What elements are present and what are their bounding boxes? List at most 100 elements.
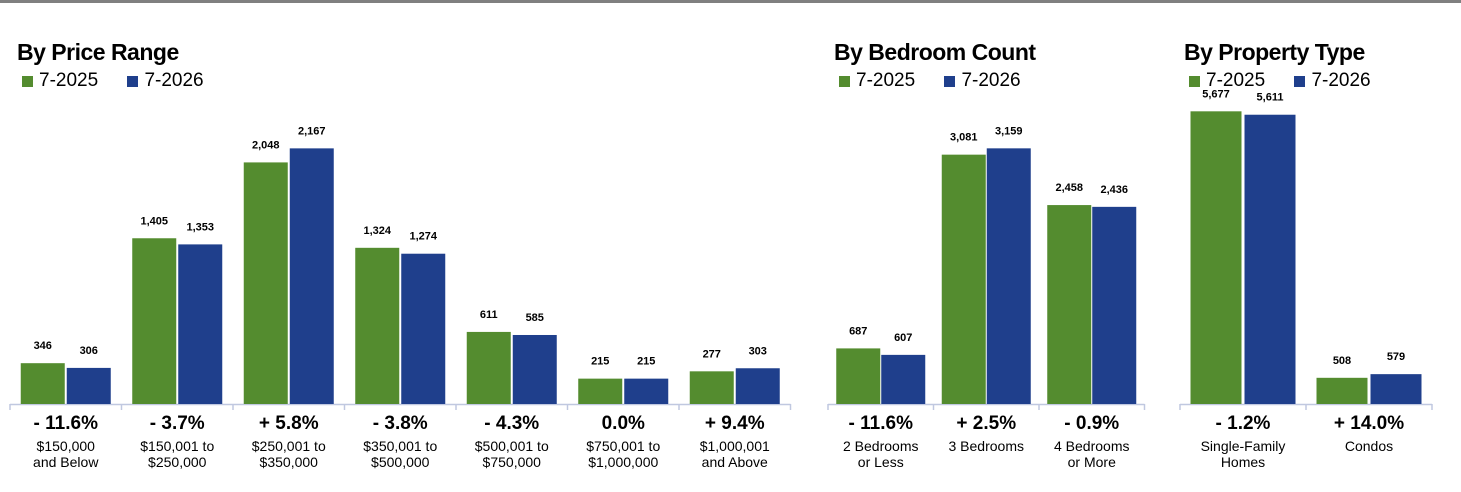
data-label: 277 (703, 348, 721, 360)
bar-2026 (1244, 114, 1296, 405)
legend-label-2025: 7-2025 (1206, 70, 1266, 91)
bedroom-count-chart: By Bedroom Count 7-2025 7-2026 687 607 - 1… (827, 0, 1159, 492)
change-percent: 0.0% (602, 413, 645, 434)
data-label: 5,677 (1202, 88, 1230, 100)
legend: 7-2025 7-2026 (839, 70, 1045, 93)
bar-2025 (355, 247, 400, 404)
bar-2026 (881, 354, 926, 404)
category-label: $250,001 to (252, 438, 326, 454)
bar-2026 (401, 253, 446, 404)
data-label: 1,353 (186, 221, 214, 233)
bar-2026 (512, 334, 557, 404)
bar-2025 (466, 331, 511, 404)
bar-2025 (941, 154, 986, 404)
data-label: 215 (591, 356, 609, 368)
data-label: 5,611 (1257, 92, 1284, 104)
data-label: 3,081 (950, 132, 978, 144)
change-percent: - 0.9% (1064, 413, 1119, 434)
data-label: 585 (526, 312, 544, 324)
chart-title: By Price Range (17, 39, 179, 65)
change-percent: - 11.6% (34, 413, 99, 434)
data-label: 2,048 (252, 139, 280, 151)
data-label: 1,324 (363, 225, 391, 237)
category-label: $150,000 (37, 438, 96, 454)
data-label: 579 (1387, 351, 1405, 363)
category-label: $1,000,001 (700, 438, 770, 454)
data-label: 303 (749, 345, 767, 357)
category-label: $1,000,000 (588, 454, 658, 470)
category-label: $150,001 to (140, 438, 214, 454)
change-percent: - 1.2% (1216, 413, 1271, 434)
legend-label-2026: 7-2026 (961, 70, 1021, 91)
data-label: 2,167 (298, 125, 326, 137)
bar-2025 (132, 238, 177, 404)
category-label: $500,001 to (475, 438, 549, 454)
data-label: 611 (480, 309, 498, 321)
legend-item-2025: 7-2025 (22, 70, 98, 92)
change-percent: - 4.3% (484, 413, 539, 434)
legend: 7-2025 7-2026 (1189, 70, 1395, 93)
bar-2026 (735, 368, 780, 404)
bar-2025 (243, 162, 288, 404)
category-label: Condos (1345, 438, 1393, 454)
bar-2025 (836, 348, 881, 404)
bar-2025 (1190, 111, 1242, 404)
category-label: Single-Family (1201, 438, 1286, 454)
bar-2025 (689, 371, 734, 404)
category-label: Homes (1221, 454, 1265, 470)
bar-2025 (578, 378, 623, 404)
bar-2026 (986, 148, 1031, 404)
legend-label-2025: 7-2025 (39, 70, 99, 91)
property-type-chart: By Property Type 7-2025 7-2026 5,677 5,61… (1179, 0, 1454, 492)
top-border (0, 0, 1461, 3)
data-label: 215 (637, 356, 655, 368)
legend-label-2026: 7-2026 (144, 70, 204, 91)
data-label: 607 (894, 332, 912, 344)
category-label: $250,000 (148, 454, 207, 470)
bar-2025 (1047, 205, 1092, 404)
bar-2025 (1316, 377, 1368, 404)
bar-2026 (624, 378, 669, 404)
change-percent: - 3.7% (150, 413, 205, 434)
category-label: $500,000 (371, 454, 430, 470)
data-label: 346 (34, 340, 52, 352)
legend-item-2026: 7-2026 (127, 70, 204, 92)
data-label: 2,458 (1055, 182, 1083, 194)
data-label: 1,405 (140, 215, 168, 227)
change-percent: + 5.8% (259, 413, 319, 434)
legend-swatch-2025 (1189, 75, 1200, 87)
legend-item-2026: 7-2026 (1294, 70, 1371, 92)
legend: 7-2025 7-2026 (22, 70, 228, 93)
chart-title: By Property Type (1184, 39, 1365, 65)
bar-2026 (1370, 374, 1422, 404)
legend-swatch-2026 (944, 75, 956, 87)
category-label: and Above (702, 454, 768, 470)
legend-item-2025: 7-2025 (839, 70, 915, 92)
legend-item-2025: 7-2025 (1189, 70, 1265, 92)
category-label: 3 Bedrooms (949, 438, 1024, 454)
data-label: 3,159 (995, 125, 1023, 137)
category-label: $350,000 (260, 454, 319, 470)
legend-swatch-2025 (839, 75, 850, 87)
bar-2026 (66, 367, 111, 404)
data-label: 1,274 (409, 231, 437, 243)
change-percent: - 11.6% (849, 413, 914, 434)
bar-2026 (178, 244, 223, 404)
legend-swatch-2025 (22, 75, 33, 87)
category-label: and Below (33, 454, 99, 470)
category-label: or Less (858, 454, 904, 470)
legend-label-2026: 7-2026 (1311, 70, 1371, 91)
category-label: 4 Bedrooms (1054, 438, 1129, 454)
category-label: or More (1068, 454, 1116, 470)
data-label: 306 (80, 345, 98, 357)
chart-title: By Bedroom Count (834, 39, 1036, 65)
category-label: 2 Bedrooms (843, 438, 918, 454)
data-label: 2,436 (1100, 184, 1128, 196)
category-label: $750,000 (483, 454, 542, 470)
bar-2026 (1092, 206, 1137, 404)
change-percent: + 14.0% (1334, 413, 1404, 434)
category-label: $350,001 to (363, 438, 437, 454)
